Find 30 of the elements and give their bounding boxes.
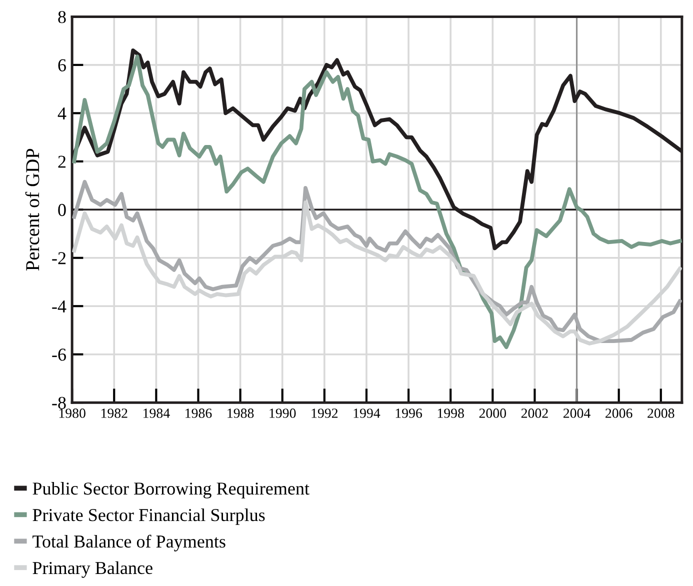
legend-label: Public Sector Borrowing Requirement xyxy=(32,482,310,498)
y-tick-label: 8 xyxy=(58,10,66,24)
x-tick-label: 2000 xyxy=(479,408,506,418)
y-tick-label: 2 xyxy=(58,156,66,168)
y-tick-label: -8 xyxy=(52,396,66,410)
y-tick-label: -4 xyxy=(52,300,66,312)
x-tick-label: 1988 xyxy=(228,408,254,418)
x-tick-label: 1994 xyxy=(354,408,380,418)
legend-label: Primary Balance xyxy=(32,561,152,578)
x-tick-label: 2002 xyxy=(521,408,548,418)
x-tick-label: 1990 xyxy=(270,408,296,418)
x-tick-label: 2008 xyxy=(648,408,674,418)
x-tick-label: 1984 xyxy=(144,408,170,418)
y-tick-label: -6 xyxy=(52,348,66,361)
line-series xyxy=(72,54,682,350)
x-tick-label: 1982 xyxy=(101,408,128,418)
y-tick-label: -2 xyxy=(52,252,66,264)
y-tick-label: 4 xyxy=(58,108,66,120)
legend-label: Private Sector Financial Surplus xyxy=(32,508,265,525)
legend-label: Total Balance of Payments xyxy=(32,534,226,552)
x-tick-label: 2006 xyxy=(606,408,632,418)
x-tick-label: 1980 xyxy=(59,408,86,418)
y-tick-label: 6 xyxy=(58,59,66,72)
x-tick-label: 1986 xyxy=(186,408,212,418)
x-tick-label: 1996 xyxy=(396,408,422,418)
x-tick-label: 2004 xyxy=(563,408,590,418)
x-tick-label: 1992 xyxy=(312,408,338,418)
y-axis-title: Percent of GDP xyxy=(25,148,40,271)
x-tick-label: 1998 xyxy=(438,408,464,418)
y-tick-label: 0 xyxy=(58,204,66,216)
